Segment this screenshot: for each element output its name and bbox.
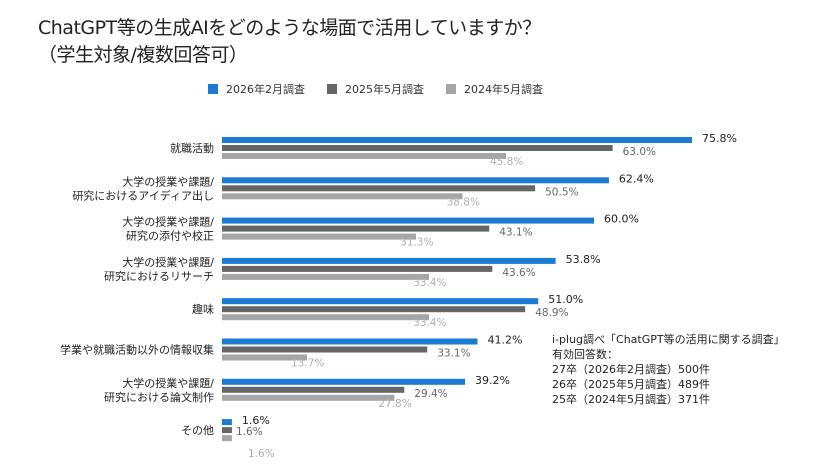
data-label: 41.2% xyxy=(487,334,522,347)
note-line: i-plug調べ「ChatGPT等の活用に関する調査」 xyxy=(552,333,785,346)
data-label: 33.1% xyxy=(437,348,470,360)
category-label: その他 xyxy=(181,424,214,437)
bar xyxy=(222,354,307,361)
data-label: 45.8% xyxy=(490,156,523,168)
category-label: 大学の授業や課題/ xyxy=(122,376,214,390)
category-label: 学業や就職活動以外の情報収集 xyxy=(60,343,214,357)
data-label: 50.5% xyxy=(545,186,578,198)
data-label: 53.8% xyxy=(566,253,601,266)
legend-swatch xyxy=(327,84,337,94)
bar xyxy=(222,298,539,305)
bar xyxy=(222,273,430,280)
legend-swatch xyxy=(208,84,218,94)
bar xyxy=(222,378,466,385)
note-line: 26卒（2025年5月調査）489件 xyxy=(552,378,710,391)
data-label: 43.6% xyxy=(502,267,535,279)
data-label: 75.8% xyxy=(702,132,737,145)
bar xyxy=(222,225,490,232)
category-label: 研究における論文制作 xyxy=(104,390,214,404)
data-label: 33.4% xyxy=(413,277,446,289)
category-label: 研究におけるリサーチ xyxy=(104,269,214,283)
bar xyxy=(222,153,506,159)
bar xyxy=(222,177,609,184)
data-label: 48.9% xyxy=(535,307,568,319)
category-label: 趣味 xyxy=(192,302,214,316)
note-line: 有効回答数： xyxy=(552,348,618,361)
data-label: 1.6% xyxy=(236,426,263,438)
data-label: 60.0% xyxy=(604,213,639,226)
bar xyxy=(222,346,428,353)
bar xyxy=(222,314,430,321)
bar xyxy=(222,265,493,272)
data-label: 1.6% xyxy=(242,414,270,427)
legend-label: 2025年5月調査 xyxy=(345,83,424,96)
bar xyxy=(222,145,613,151)
bar xyxy=(222,233,417,240)
bar xyxy=(222,338,478,345)
bar xyxy=(222,306,526,313)
bar xyxy=(222,137,692,143)
data-label: 51.0% xyxy=(548,293,583,306)
bar xyxy=(222,394,395,401)
legend-item: 2025年5月調査 xyxy=(327,81,424,97)
legend-swatch xyxy=(446,84,456,94)
category-label: 就職活動 xyxy=(170,141,214,155)
data-label: 27.8% xyxy=(378,398,411,410)
chart-subtitle: （学生対象/複数回答可） xyxy=(38,44,248,66)
bar xyxy=(222,217,595,224)
category-label: 研究の添付や校正 xyxy=(126,229,214,243)
bar xyxy=(222,386,405,393)
data-label: 33.4% xyxy=(413,317,446,329)
data-label: 63.0% xyxy=(623,146,656,158)
category-label: 大学の授業や課題/ xyxy=(122,215,214,229)
category-label: 大学の授業や課題/ xyxy=(122,255,214,269)
legend-label: 2024年5月調査 xyxy=(464,83,543,96)
data-label: 13.7% xyxy=(291,358,324,370)
data-label: 38.8% xyxy=(447,196,480,208)
bar xyxy=(222,427,232,434)
legend-item: 2024年5月調査 xyxy=(446,81,543,97)
bar xyxy=(222,185,536,192)
chart-title: ChatGPT等の生成AIをどのような場面で活用していますか？ xyxy=(38,17,541,39)
note-line: 25卒（2024年5月調査）371件 xyxy=(552,393,710,406)
bar xyxy=(222,435,232,442)
legend: 2026年2月調査 2025年5月調査 2024年5月調査 xyxy=(208,81,543,97)
bar xyxy=(222,193,463,200)
data-label: 31.3% xyxy=(400,237,433,249)
data-label: 1.6% xyxy=(248,448,275,460)
data-label: 62.4% xyxy=(619,172,654,185)
note-line: 27卒（2026年2月調査）500件 xyxy=(552,363,710,376)
category-label: 研究におけるアイディア出し xyxy=(72,188,214,202)
category-label: 大学の授業や課題/ xyxy=(122,174,214,188)
data-label: 43.1% xyxy=(499,227,532,239)
bar xyxy=(222,419,232,426)
bar xyxy=(222,257,556,264)
legend-label: 2026年2月調査 xyxy=(226,83,305,96)
data-label: 29.4% xyxy=(414,388,447,400)
legend-item: 2026年2月調査 xyxy=(208,81,305,97)
source-note: i-plug調べ「ChatGPT等の活用に関する調査」 有効回答数： 27卒（2… xyxy=(552,332,785,407)
data-label: 39.2% xyxy=(475,374,510,387)
